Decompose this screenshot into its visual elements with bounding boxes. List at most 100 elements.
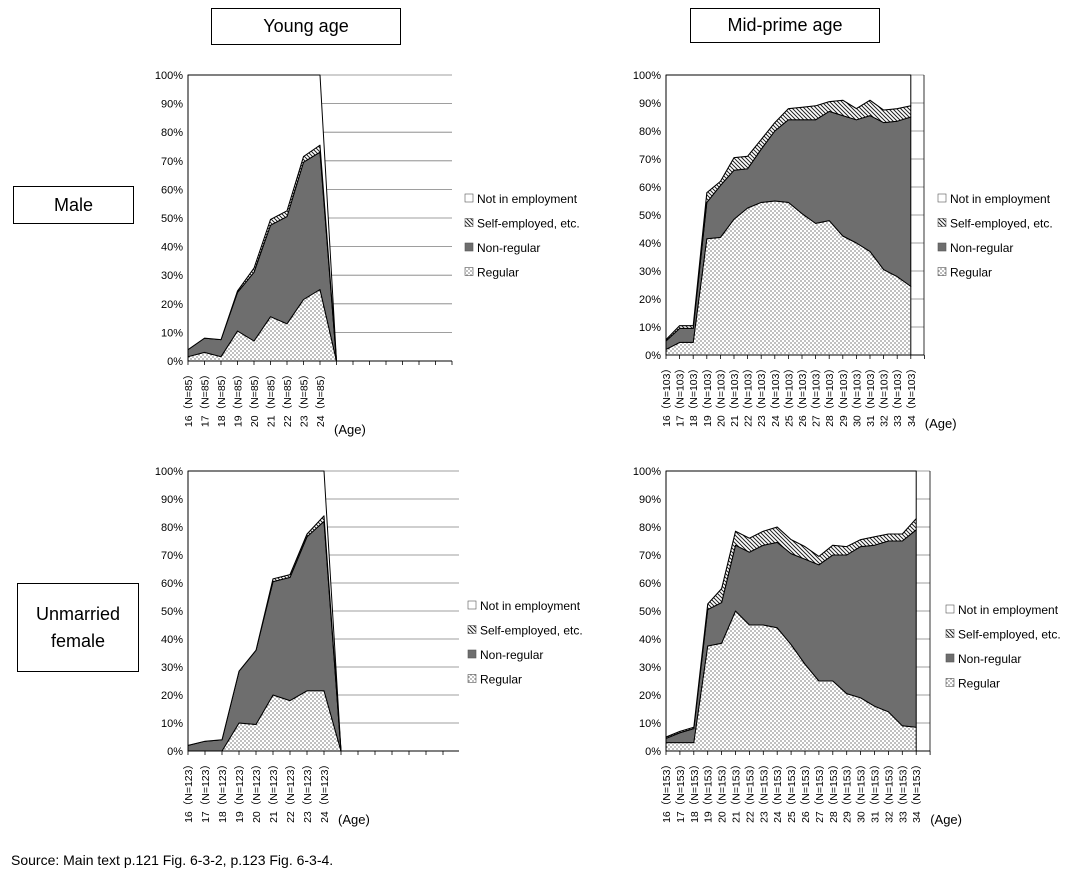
x-tick-label: 20（N=85）: [249, 369, 261, 427]
x-tick-label: 16（N=85）: [183, 369, 195, 427]
x-tick-label: 16（N=123）: [183, 759, 195, 823]
x-tick-label: 24（N=103）: [770, 363, 782, 427]
y-tick-label: 90%: [161, 494, 183, 506]
x-tick-label: 26（N=153）: [800, 759, 812, 823]
y-tick-label: 70%: [639, 550, 661, 562]
y-tick-label: 100%: [155, 466, 183, 478]
x-tick-label: 20（N=103）: [715, 363, 727, 427]
x-tick-label: 27（N=103）: [811, 363, 823, 427]
x-tick-label: 17（N=123）: [200, 759, 212, 823]
x-tick-label: 17（N=153）: [675, 759, 687, 823]
x-tick-label: 17（N=103）: [675, 363, 687, 427]
x-tick-label: 22（N=103）: [743, 363, 755, 427]
header-mid-prime-age-text: Mid-prime age: [727, 15, 843, 36]
x-tick-label: 28（N=153）: [828, 759, 840, 823]
y-tick-label: 80%: [161, 127, 183, 139]
legend-swatch: [467, 674, 477, 683]
legend-swatch: [937, 267, 947, 276]
chart-panel-4: 0% 10% 20% 30% 40% 50% 60% 70% 80% 90% 100% 16（N=15…: [633, 466, 1061, 827]
y-tick-label: 40%: [161, 634, 183, 646]
chart-panel-1: 0% 10% 20% 30% 40% 50% 60% 70% 80% 90% 100% 16（N=85…: [155, 70, 580, 437]
y-tick-label: 90%: [161, 99, 183, 111]
legend-label: Non-regular: [480, 648, 543, 662]
row-label-unmarried-female: Unmarried female: [17, 583, 139, 672]
legend-label: Not in employment: [477, 192, 578, 206]
y-tick-label: 30%: [161, 270, 183, 282]
y-tick-label: 70%: [639, 154, 661, 166]
legend-swatch: [467, 600, 477, 610]
y-tick-label: 10%: [161, 327, 183, 339]
legend-swatch: [945, 604, 955, 614]
y-tick-label: 20%: [639, 294, 661, 306]
x-tick-label: 18（N=85）: [216, 369, 228, 427]
x-tick-label: 23（N=103）: [756, 363, 768, 427]
x-tick-label: 20（N=123）: [251, 759, 263, 823]
y-tick-label: 60%: [161, 578, 183, 590]
x-tick-label: 23（N=123）: [302, 759, 314, 823]
y-tick-label: 80%: [161, 522, 183, 534]
y-tick-label: 60%: [639, 182, 661, 194]
x-tick-label: 34（N=153）: [911, 759, 923, 823]
y-tick-label: 100%: [633, 466, 661, 478]
y-tick-label: 50%: [161, 213, 183, 225]
y-tick-label: 20%: [161, 299, 183, 311]
legend-label: Not in employment: [958, 603, 1059, 617]
y-tick-label: 100%: [155, 70, 183, 82]
x-tick-label: 22（N=153）: [744, 759, 756, 823]
legend-label: Not in employment: [480, 599, 581, 613]
x-tick-label: 24（N=85）: [315, 369, 327, 427]
x-tick-label: 23（N=85）: [299, 369, 311, 427]
legend-label: Not in employment: [950, 192, 1051, 206]
x-tick-label: 18（N=103）: [688, 363, 700, 427]
x-tick-label: 30（N=103）: [851, 363, 863, 427]
legend-swatch: [945, 678, 955, 687]
x-tick-label: 24（N=123）: [319, 759, 331, 823]
x-tick-label: 20（N=153）: [717, 759, 729, 823]
x-tick-label: 19（N=153）: [703, 759, 715, 823]
row-label-line2: female: [50, 630, 106, 651]
y-tick-label: 60%: [639, 578, 661, 590]
x-tick-label: 21（N=123）: [268, 759, 280, 823]
legend-label: Regular: [480, 673, 522, 687]
legend-label: Non-regular: [950, 241, 1013, 255]
legend-swatch: [464, 193, 474, 203]
x-tick-label: 27（N=153）: [814, 759, 826, 823]
x-tick-label: 18（N=123）: [217, 759, 229, 823]
row-label-male-text: Male: [53, 194, 93, 215]
x-tick-label: 25（N=153）: [786, 759, 798, 823]
y-tick-label: 10%: [161, 718, 183, 730]
y-tick-label: 40%: [639, 238, 661, 250]
legend-swatch: [945, 653, 955, 663]
x-tick-label: 29（N=103）: [838, 363, 850, 427]
x-tick-label: 33（N=153）: [897, 759, 909, 823]
y-tick-label: 30%: [639, 662, 661, 674]
area-not-in-employment: [665, 470, 917, 738]
legend-label: Regular: [950, 266, 992, 280]
legend-swatch: [937, 242, 947, 252]
y-tick-label: 50%: [639, 210, 661, 222]
y-tick-label: 80%: [639, 522, 661, 534]
chart-panel-3: 0% 10% 20% 30% 40% 50% 60% 70% 80% 90% 100% 16（N=12…: [155, 466, 583, 827]
y-tick-label: 10%: [639, 718, 661, 730]
x-tick-label: 19（N=123）: [234, 759, 246, 823]
y-tick-label: 40%: [161, 242, 183, 254]
x-tick-label: 24（N=153）: [772, 759, 784, 823]
x-tick-label: 21（N=103）: [729, 363, 741, 427]
legend-swatch: [464, 218, 474, 227]
x-tick-label: 25（N=103）: [783, 363, 795, 427]
y-tick-label: 0%: [167, 746, 183, 758]
y-tick-label: 30%: [639, 266, 661, 278]
source-note: Source: Main text p.121 Fig. 6-3-2, p.12…: [11, 852, 334, 868]
area-not-in-employment: [187, 74, 337, 362]
x-tick-label: 32（N=153）: [883, 759, 895, 823]
y-tick-label: 60%: [161, 184, 183, 196]
legend-swatch: [937, 193, 947, 203]
legend-swatch: [467, 649, 477, 659]
legend-swatch: [937, 218, 947, 227]
y-tick-label: 0%: [645, 350, 661, 362]
x-tick-label: 34（N=103）: [906, 363, 918, 427]
x-tick-label: 28（N=103）: [824, 363, 836, 427]
x-tick-label: 26（N=103）: [797, 363, 809, 427]
x-tick-label: 21（N=153）: [731, 759, 743, 823]
legend-swatch: [945, 629, 955, 638]
